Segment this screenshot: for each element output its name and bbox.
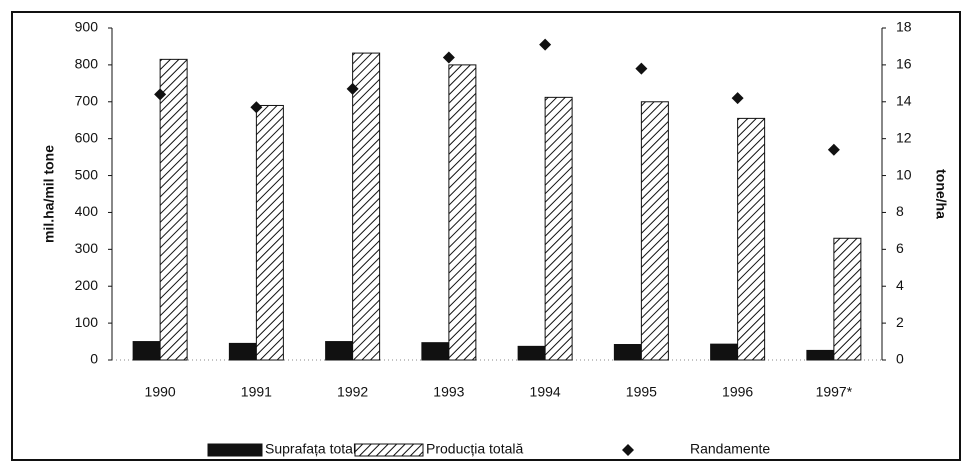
y-tick-label: 400 [75, 203, 99, 219]
bar [255, 104, 284, 361]
point [154, 88, 167, 101]
legend-label: Randamente [690, 441, 770, 457]
bar [228, 342, 257, 361]
y-tick-label: 0 [90, 351, 98, 367]
y-tick-label: 500 [75, 166, 99, 182]
y2-tick-label: 14 [896, 92, 912, 108]
point [827, 143, 840, 156]
y2-tick-label: 16 [896, 56, 912, 72]
y-tick-label: 300 [75, 240, 99, 256]
x-tick-label: 1992 [337, 384, 368, 400]
bar [325, 341, 354, 361]
bar [737, 117, 766, 361]
bar [448, 64, 477, 361]
x-tick-label: 1994 [530, 384, 561, 400]
bar [833, 237, 862, 361]
bar [421, 342, 450, 361]
bar [613, 344, 642, 361]
y2-tick-label: 8 [896, 203, 904, 219]
y2-tick-label: 18 [896, 19, 912, 35]
y2-tick-label: 4 [896, 277, 904, 293]
bar [544, 96, 573, 361]
x-tick-label: 1990 [145, 384, 176, 400]
y2-tick-label: 12 [896, 129, 912, 145]
y-tick-label: 700 [75, 92, 99, 108]
bar [710, 343, 739, 361]
y-tick-label: 900 [75, 19, 99, 35]
y-tick-label: 200 [75, 277, 99, 293]
point [250, 101, 263, 114]
point [539, 38, 552, 51]
y-axis-label: mil.ha/mil tone [41, 145, 57, 243]
bar [352, 52, 381, 361]
bar [159, 58, 188, 361]
bar [517, 345, 546, 361]
point [731, 92, 744, 105]
frame [11, 11, 961, 461]
bar [132, 341, 161, 361]
legend-swatch [622, 444, 634, 456]
legend-label: Suprafața totală [265, 441, 364, 457]
legend-swatch [354, 443, 424, 457]
y2-tick-label: 0 [896, 351, 904, 367]
x-tick-label: 1995 [626, 384, 657, 400]
bar [806, 349, 835, 361]
y2-axis-label: tone/ha [933, 169, 949, 219]
x-tick-label: 1993 [433, 384, 464, 400]
x-tick-label: 1997* [816, 384, 853, 400]
x-tick-label: 1991 [241, 384, 272, 400]
y-tick-label: 100 [75, 314, 99, 330]
y2-tick-label: 2 [896, 314, 904, 330]
y2-tick-label: 6 [896, 240, 904, 256]
y2-tick-label: 10 [896, 166, 912, 182]
point [442, 51, 455, 64]
point [635, 62, 648, 75]
legend-label: Producția totală [426, 441, 523, 457]
bar [640, 101, 669, 361]
y-tick-label: 600 [75, 129, 99, 145]
y-tick-label: 800 [75, 56, 99, 72]
x-tick-label: 1996 [722, 384, 753, 400]
point [346, 82, 359, 95]
legend-swatch [207, 443, 263, 457]
